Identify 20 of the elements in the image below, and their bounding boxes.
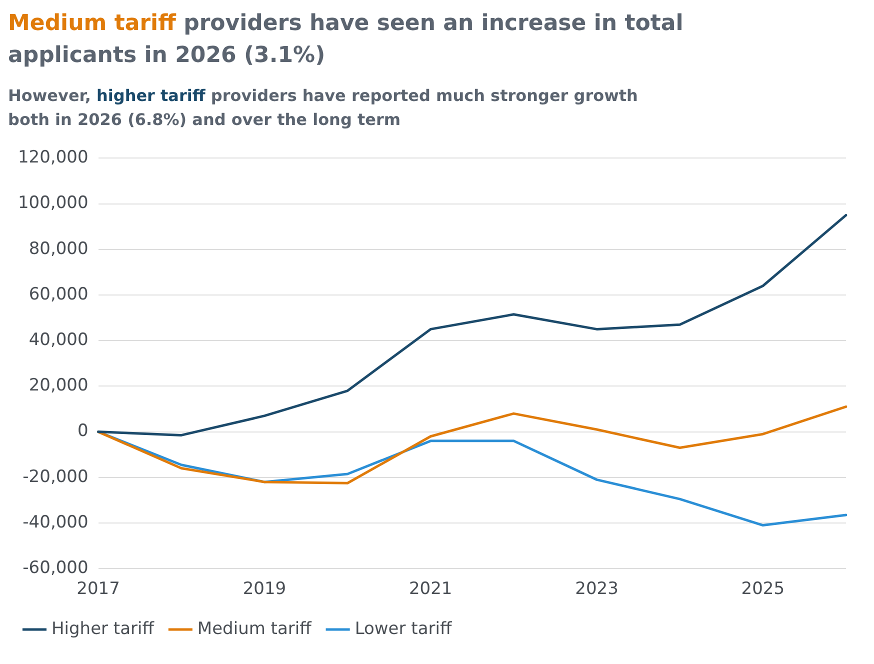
y-tick-label: 120,000 <box>18 148 88 168</box>
y-tick-label: -20,000 <box>22 466 88 487</box>
y-tick-label: 60,000 <box>28 284 88 304</box>
x-tick-label: 2017 <box>76 579 120 600</box>
legend-label: Medium tariff <box>197 618 313 639</box>
x-tick-label: 2019 <box>242 579 286 600</box>
y-tick-label: 100,000 <box>18 193 88 214</box>
legend-label: Higher tariff <box>52 618 156 639</box>
y-tick-label: -60,000 <box>22 558 88 578</box>
y-tick-label: 20,000 <box>28 376 88 396</box>
y-tick-label: -40,000 <box>22 512 88 532</box>
chart-subtitle: However, higher tariff providers have reported much stronger growth both in 2026 (6.8%) and over the long term <box>8 86 638 129</box>
x-tick-label: 2023 <box>575 579 618 600</box>
y-tick-label: 0 <box>77 421 88 442</box>
legend-label: Lower tariff <box>354 618 453 639</box>
x-tick-label: 2021 <box>408 579 452 600</box>
y-tick-label: 40,000 <box>28 330 88 350</box>
y-tick-label: 80,000 <box>28 238 88 259</box>
chart-title: Medium tariff providers have seen an increase in total applicants in 2026 (3.1%) <box>8 11 684 68</box>
x-tick-label: 2025 <box>741 579 785 600</box>
